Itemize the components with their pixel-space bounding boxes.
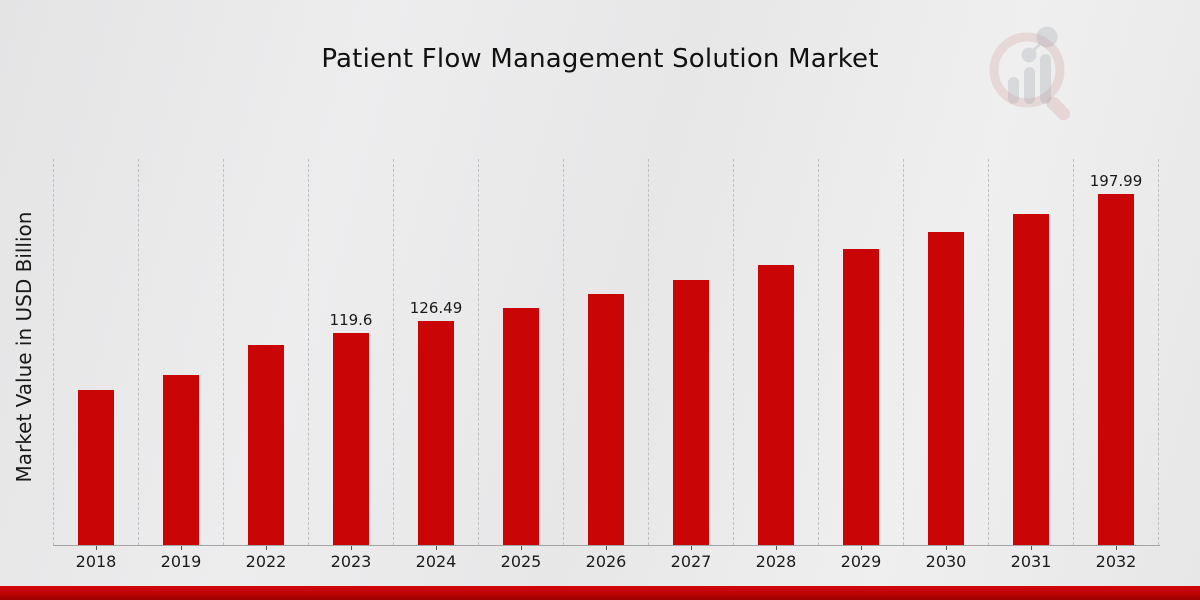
- x-tick-label-2027: 2027: [670, 552, 712, 571]
- bar-2031: [1013, 214, 1049, 545]
- x-axis-tick-2031: [1031, 545, 1032, 550]
- bar-2025: [503, 308, 539, 545]
- x-tick-label-2024: 2024: [415, 552, 457, 571]
- x-tick-label-2019: 2019: [160, 552, 202, 571]
- x-tick-label-2025: 2025: [500, 552, 542, 571]
- x-axis-tick-2024: [436, 545, 437, 550]
- x-axis-tick-2032: [1116, 545, 1117, 550]
- x-tick-label-2026: 2026: [585, 552, 627, 571]
- bar-2024: [418, 321, 454, 545]
- grid-slot-2024: 126.49 2024: [393, 159, 478, 571]
- bar-2029: [843, 249, 879, 545]
- bar-2018: [78, 390, 114, 545]
- grid-slot-2022: 2022: [223, 159, 308, 571]
- x-axis-tick-2025: [521, 545, 522, 550]
- x-axis-tick-2018: [96, 545, 97, 550]
- bar-2027: [673, 280, 709, 545]
- grid-slot-2030: 2030: [903, 159, 988, 571]
- x-axis-tick-2022: [266, 545, 267, 550]
- logo-trend-dots-icon: [1021, 26, 1058, 63]
- x-tick-label-2022: 2022: [245, 552, 287, 571]
- bar-2019: [163, 375, 199, 545]
- bar-2026: [588, 294, 624, 545]
- grid-slot-2027: 2027: [648, 159, 733, 571]
- bar-2032: [1098, 194, 1134, 545]
- bar-2028: [758, 265, 794, 545]
- x-axis-tick-2029: [861, 545, 862, 550]
- x-axis-tick-2028: [776, 545, 777, 550]
- x-tick-label-2030: 2030: [925, 552, 967, 571]
- value-label-2024: 126.49: [409, 299, 463, 317]
- grid-slot-2031: 2031: [988, 159, 1073, 571]
- bar-2030: [928, 232, 964, 545]
- logo-magnifier-ring-icon: [989, 32, 1065, 108]
- plot-area: 2018 2019 2022 119.6 2023 126.49 2024 2025 2026 2…: [53, 159, 1159, 571]
- grid-slot-2032: 197.99 2032: [1073, 159, 1158, 571]
- value-label-2032: 197.99: [1089, 172, 1143, 190]
- x-tick-label-2023: 2023: [330, 552, 372, 571]
- x-tick-label-2031: 2031: [1010, 552, 1052, 571]
- grid-slot-2019: 2019: [138, 159, 223, 571]
- x-tick-label-2029: 2029: [840, 552, 882, 571]
- x-axis-tick-2030: [946, 545, 947, 550]
- bar-2023: [333, 333, 369, 545]
- market-research-future-logo: [989, 26, 1071, 120]
- grid-slot-2028: 2028: [733, 159, 818, 571]
- bar-2022: [248, 345, 284, 545]
- x-tick-label-2028: 2028: [755, 552, 797, 571]
- grid-slot-2029: 2029: [818, 159, 903, 571]
- value-label-2023: 119.6: [329, 311, 373, 329]
- chart-title: Patient Flow Management Solution Market: [321, 44, 879, 74]
- logo-magnifier-handle-icon: [1046, 96, 1071, 120]
- x-axis-tick-2027: [691, 545, 692, 550]
- x-axis-tick-2026: [606, 545, 607, 550]
- grid-slot-2018: 2018: [54, 159, 138, 571]
- grid-slot-2025: 2025: [478, 159, 563, 571]
- x-tick-label-2032: 2032: [1095, 552, 1137, 571]
- x-tick-label-2018: 2018: [75, 552, 117, 571]
- y-axis-label: Market Value in USD Billion: [12, 211, 36, 483]
- x-axis-line: [53, 545, 1160, 546]
- x-axis-tick-2019: [181, 545, 182, 550]
- grid-slot-2026: 2026: [563, 159, 648, 571]
- footer-accent-band: [0, 586, 1200, 600]
- x-axis-tick-2023: [351, 545, 352, 550]
- grid-slot-2023: 119.6 2023: [308, 159, 393, 571]
- logo-bar-chart-icon: [1008, 54, 1051, 104]
